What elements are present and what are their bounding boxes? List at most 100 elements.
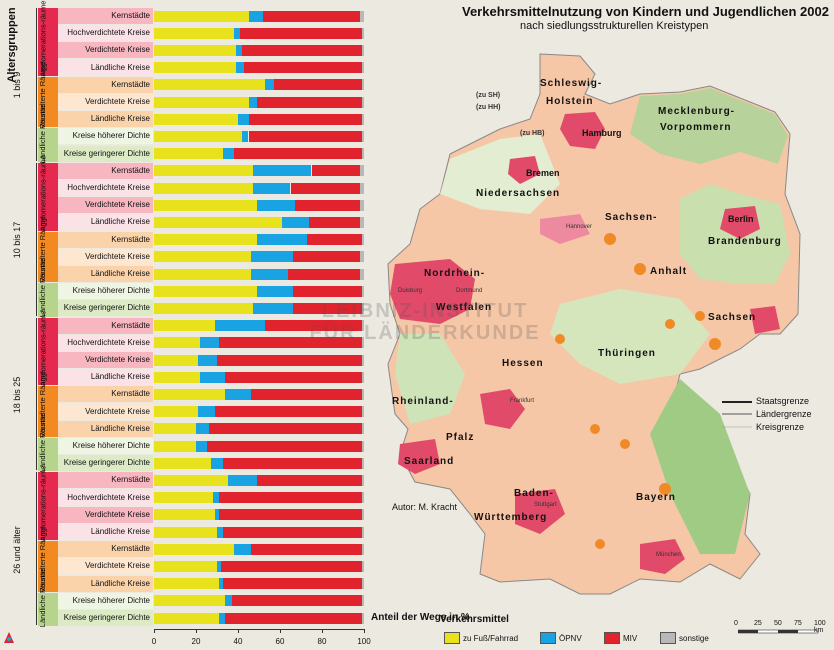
bar-seg-fuss <box>154 406 199 418</box>
legend-swatch-sonst <box>660 632 676 644</box>
row-label: Ländliche Kreise <box>58 575 153 592</box>
bar-seg-sonst <box>361 371 364 383</box>
bar-seg-sonst <box>361 388 364 400</box>
legend-title: Verkehrsmittel <box>440 614 509 625</box>
bar-seg-miv <box>242 44 362 56</box>
stacked-bar <box>154 320 364 332</box>
bar-seg-fuss <box>154 96 249 108</box>
rural-area-southeast <box>650 379 750 554</box>
stacked-bar <box>154 474 364 486</box>
agglomeration-muenchen <box>640 539 685 574</box>
city-marker <box>595 539 605 549</box>
bar-seg-oepnv <box>248 96 257 108</box>
stacked-bar <box>154 148 364 160</box>
state-label-baden: Baden- <box>514 488 554 499</box>
state-label-sachsen-anhalt-1: Sachsen- <box>605 212 658 223</box>
x-tick-label: 100 <box>357 637 371 646</box>
row-label: Verdichtete Kreise <box>58 403 153 420</box>
bar-seg-fuss <box>154 320 215 332</box>
bar-seg-miv <box>219 337 362 349</box>
row-label: Ländliche Kreise <box>58 59 153 76</box>
legend-swatch-miv <box>604 632 620 644</box>
legend-label-sonst: sonstige <box>679 634 709 643</box>
publisher-logo <box>3 630 15 644</box>
bar-seg-oepnv <box>214 320 266 332</box>
bar-seg-fuss <box>154 457 211 469</box>
bar-seg-oepnv <box>250 268 289 280</box>
state-label-mecklenburg: Mecklenburg- <box>658 106 736 117</box>
age-group-label: 18 bis 25 <box>12 376 22 414</box>
row-label: Kernstädte <box>58 472 153 489</box>
note-zu-sh: (zu SH) <box>476 92 501 99</box>
bar-seg-miv <box>290 182 360 194</box>
bar-seg-fuss <box>154 268 251 280</box>
border-label-kreis: Kreisgrenze <box>756 422 805 432</box>
map-subtitle: nach siedlungsstrukturellen Kreistypen <box>520 20 709 32</box>
region-block-verst <box>38 386 58 437</box>
bar-seg-oepnv <box>252 182 291 194</box>
bar-seg-miv <box>225 371 362 383</box>
row-label: Kernstädte <box>58 386 153 403</box>
city-label-hannover: Hannover <box>566 224 593 230</box>
city-marker <box>709 338 721 350</box>
bar-seg-fuss <box>154 354 199 366</box>
state-label-westfalen: Westfalen <box>436 302 493 313</box>
bar-seg-oepnv <box>223 148 234 160</box>
row-label: Hochverdichtete Kreise <box>58 334 153 351</box>
bar-seg-oepnv <box>233 543 251 555</box>
agglomeration-berlin <box>720 206 760 239</box>
bar-seg-oepnv <box>198 354 217 366</box>
bar-seg-miv <box>214 406 362 418</box>
border-legend-lines <box>722 401 752 428</box>
bar-seg-sonst <box>359 165 364 177</box>
state-label-bayern: Bayern <box>636 492 676 503</box>
city-marker <box>634 263 646 275</box>
region-block-laendl <box>38 438 58 472</box>
city-label-stuttgart: Stuttgart <box>534 502 557 508</box>
region-block-verst <box>38 76 58 128</box>
bar-seg-fuss <box>154 216 283 228</box>
stacked-bar <box>154 406 364 418</box>
bar-seg-oepnv <box>265 79 274 91</box>
stacked-bar <box>154 199 364 211</box>
stacked-bar <box>154 526 364 538</box>
scale-bar-seg <box>778 630 798 633</box>
bar-seg-miv <box>311 165 360 177</box>
bar-seg-fuss <box>154 492 213 504</box>
city-marker <box>604 233 616 245</box>
city-label-muenchen: München <box>656 552 681 558</box>
bar-seg-fuss <box>154 199 257 211</box>
stacked-bar <box>154 560 364 572</box>
state-label-holstein: Holstein <box>546 96 594 107</box>
bar-seg-sonst <box>361 62 364 74</box>
bar-seg-sonst <box>361 423 364 435</box>
bar-seg-fuss <box>154 234 257 246</box>
state-label-sachsen: Sachsen <box>708 312 757 323</box>
bar-seg-oepnv <box>198 406 215 418</box>
bar-seg-fuss <box>154 388 226 400</box>
bar-seg-miv <box>223 457 362 469</box>
bar-seg-fuss <box>154 337 201 349</box>
scale-label: 50 <box>774 620 782 627</box>
bar-seg-sonst <box>361 79 364 91</box>
row-label: Kernstädte <box>58 231 153 248</box>
bar-seg-miv <box>273 79 362 91</box>
bar-seg-sonst <box>359 268 364 280</box>
bar-seg-sonst <box>361 509 364 521</box>
city-label-frankfurt: Frankfurt <box>510 398 535 404</box>
stacked-bar <box>154 457 364 469</box>
bar-seg-sonst <box>361 337 364 349</box>
bar-seg-sonst <box>361 457 364 469</box>
map-base <box>387 53 801 595</box>
state-label-sachsen-anhalt-2: Anhalt <box>650 266 688 277</box>
row-label: Verdichtete Kreise <box>58 94 153 110</box>
bar-seg-miv <box>240 27 362 39</box>
y-axis-title: Altersgruppen <box>6 7 18 83</box>
bar-seg-sonst <box>361 406 364 418</box>
row-label: Kreise höherer Dichte <box>58 283 153 300</box>
bar-seg-oepnv <box>256 285 293 297</box>
region-block-agglo <box>38 317 58 386</box>
bar-seg-oepnv <box>252 165 312 177</box>
scale-bar <box>738 629 819 634</box>
region-block-agglo <box>38 8 58 76</box>
